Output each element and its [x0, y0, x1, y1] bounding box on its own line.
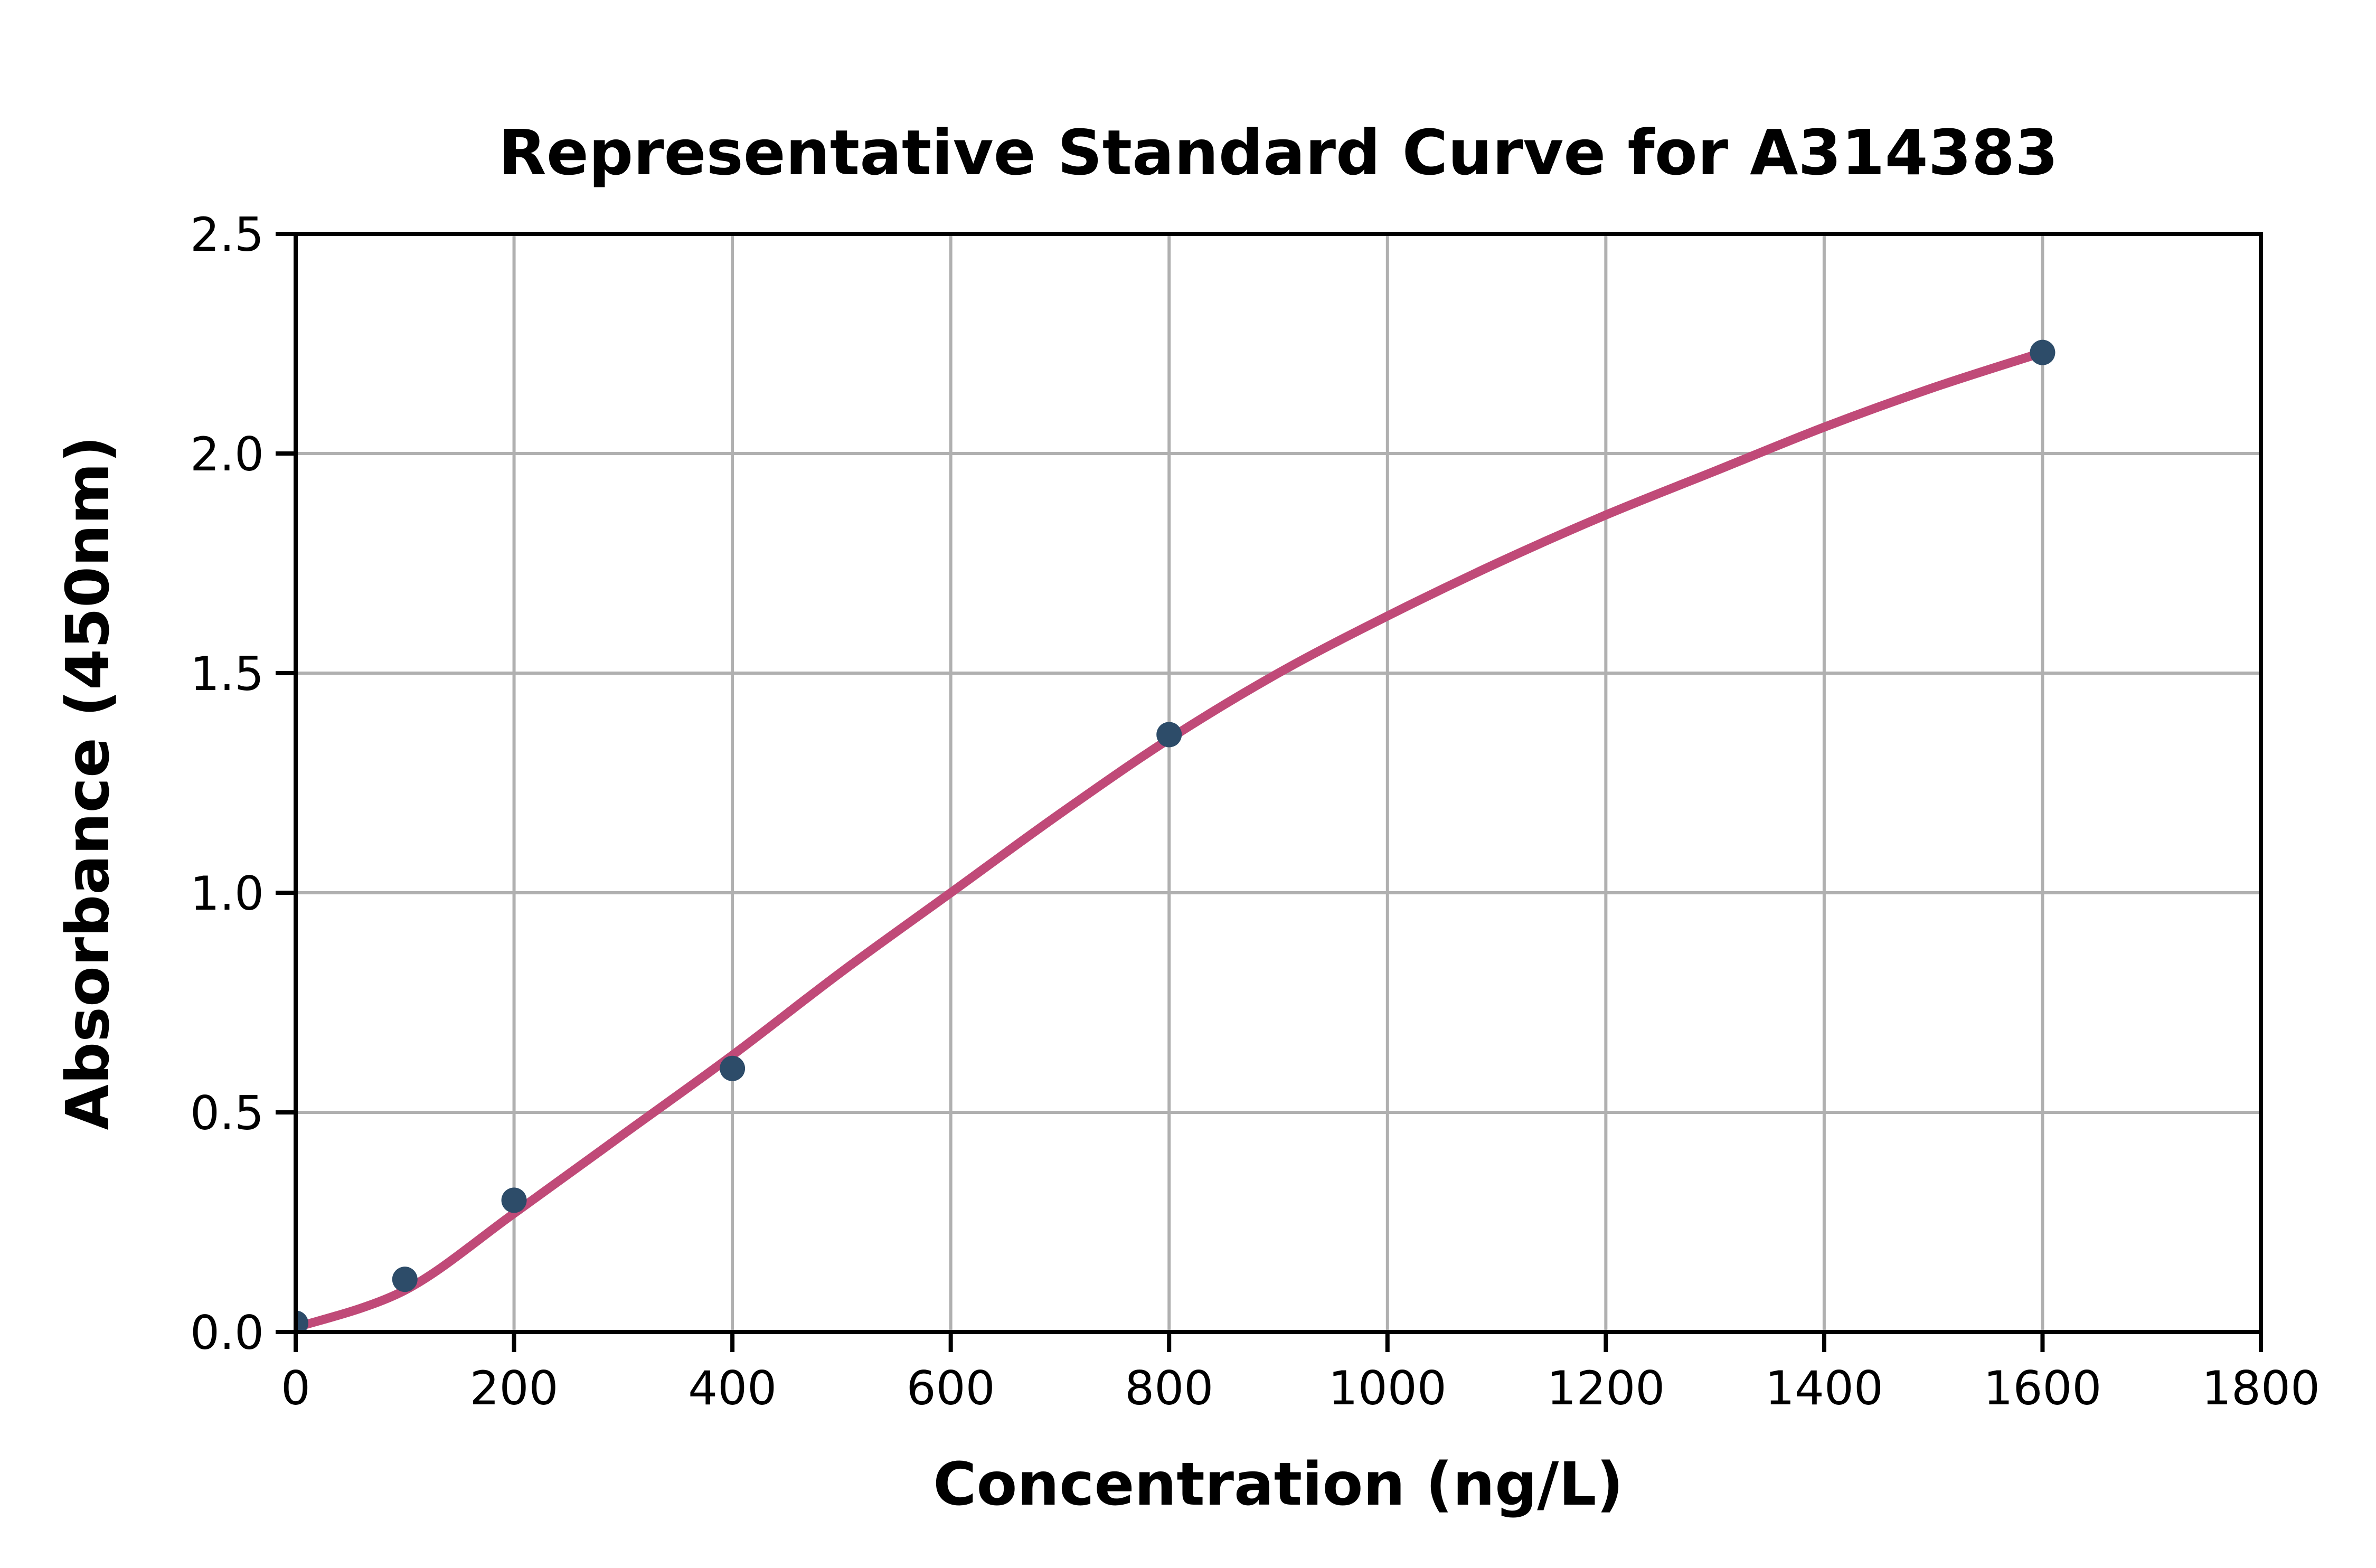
data-point — [1156, 722, 1182, 748]
y-tick-label: 0.0 — [190, 1306, 264, 1360]
y-axis-label: Absorbance (450nm) — [54, 436, 122, 1130]
x-tick-label: 400 — [688, 1361, 777, 1415]
data-point — [392, 1267, 418, 1292]
y-tick-label: 0.5 — [190, 1086, 264, 1140]
data-point — [2030, 339, 2056, 365]
x-tick-label: 200 — [470, 1361, 559, 1415]
data-point — [296, 1310, 308, 1332]
x-tick-label: 0 — [281, 1361, 310, 1415]
x-tick-label: 1000 — [1328, 1361, 1447, 1415]
x-tick-label: 800 — [1125, 1361, 1213, 1415]
x-tick-label: 600 — [907, 1361, 995, 1415]
tick-layer — [276, 232, 2263, 1352]
plot-frame-layer — [294, 232, 2263, 1334]
data-point — [720, 1055, 746, 1081]
plot-frame — [294, 232, 2263, 1334]
y-tick-label: 1.5 — [190, 647, 264, 701]
tick-label-layer: 0 200 400 600 800 1000 1200 1400 1600 1800 0.0 0.5 1… — [190, 207, 2320, 1415]
y-tick-label: 2.5 — [190, 207, 264, 262]
x-tick-label: 1400 — [1765, 1361, 1883, 1415]
data-layer — [296, 339, 2056, 1332]
x-axis-label: Concentration (ng/L) — [933, 1450, 1623, 1519]
x-tick-label: 1200 — [1547, 1361, 1665, 1415]
x-tick-label: 1600 — [1983, 1361, 2101, 1415]
y-tick-label: 2.0 — [190, 427, 264, 481]
x-tick-label: 1800 — [2202, 1361, 2320, 1415]
chart-title: Representative Standard Curve for A31438… — [498, 116, 2058, 189]
y-tick-label: 1.0 — [190, 866, 264, 921]
data-point — [501, 1187, 527, 1213]
